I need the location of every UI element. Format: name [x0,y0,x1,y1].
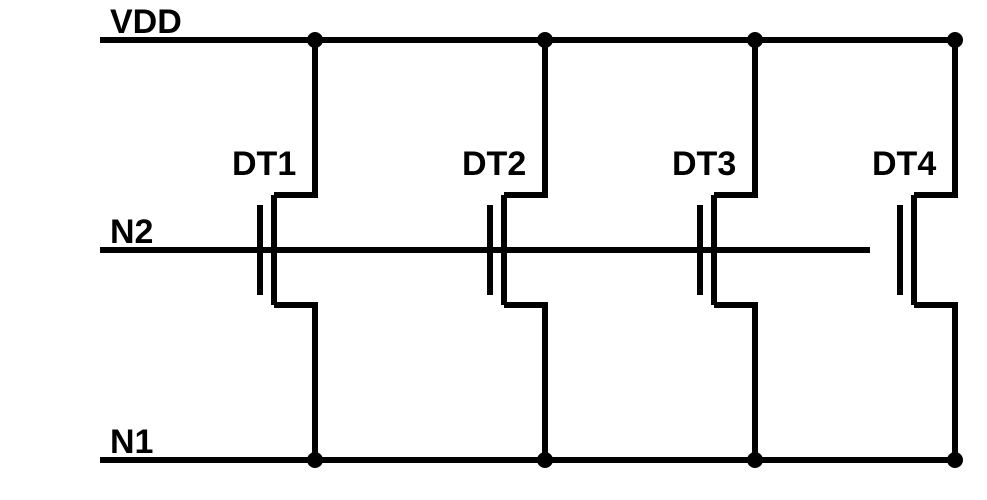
dt4-label: DT4 [872,145,936,183]
dt1-vdd-node [307,32,323,48]
dt3-source-wire [714,305,755,460]
n1-label: N1 [110,423,153,461]
dt2-n1-node [537,452,553,468]
dt1-source-wire [274,305,315,460]
dt2-source-wire [504,305,545,460]
vdd-label: VDD [110,3,182,41]
dt2-label: DT2 [462,145,526,183]
dt4-vdd-node [947,32,963,48]
dt4-n1-node [947,452,963,468]
dt4-source-wire [914,305,955,460]
n2-label: N2 [110,213,153,251]
dt3-n1-node [747,452,763,468]
dt2-vdd-node [537,32,553,48]
dt1-label: DT1 [232,145,296,183]
dt3-vdd-node [747,32,763,48]
circuit-schematic: VDD N2 N1 DT1 DT2 DT3 DT4 [0,0,987,500]
dt3-label: DT3 [672,145,736,183]
dt1-n1-node [307,452,323,468]
